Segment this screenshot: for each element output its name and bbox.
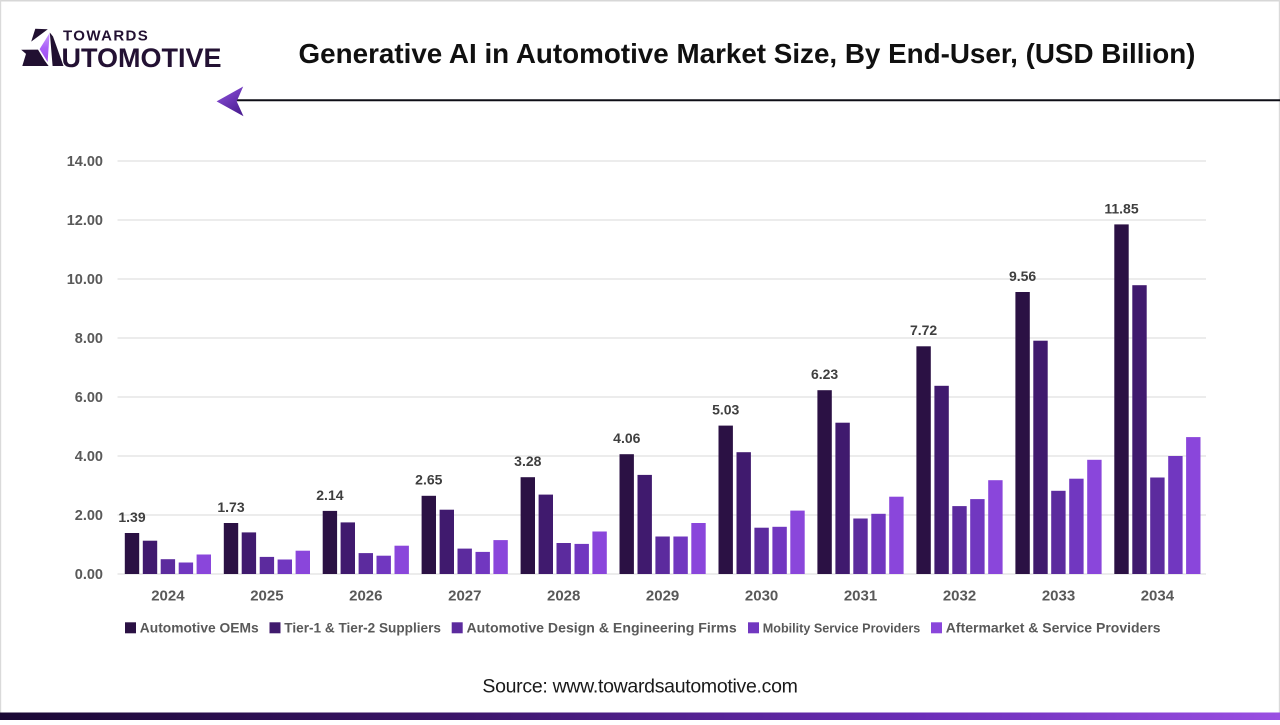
svg-text:Automotive OEMs: Automotive OEMs [140, 620, 259, 635]
svg-text:Mobility Service Providers: Mobility Service Providers [763, 621, 920, 635]
svg-text:2024: 2024 [151, 588, 185, 605]
svg-text:7.72: 7.72 [910, 322, 937, 338]
svg-text:5.03: 5.03 [712, 402, 739, 418]
svg-text:2.14: 2.14 [316, 487, 343, 503]
svg-text:Automotive Design & Engineerin: Automotive Design & Engineering Firms [467, 619, 737, 635]
svg-text:2026: 2026 [349, 588, 382, 605]
svg-text:2.65: 2.65 [415, 472, 442, 488]
svg-text:TOWARDS: TOWARDS [63, 27, 149, 44]
svg-text:2033: 2033 [1042, 588, 1075, 605]
svg-text:10.00: 10.00 [67, 272, 103, 288]
svg-text:4.06: 4.06 [613, 430, 640, 446]
svg-text:0.00: 0.00 [75, 567, 103, 583]
svg-text:12.00: 12.00 [67, 213, 103, 229]
svg-text:2034: 2034 [1141, 588, 1175, 605]
svg-text:2028: 2028 [547, 588, 580, 605]
svg-text:Source: www.towardsautomotive.: Source: www.towardsautomotive.com [482, 676, 797, 698]
svg-text:Aftermarket & Service Provider: Aftermarket & Service Providers [946, 619, 1161, 635]
svg-text:14.00: 14.00 [67, 154, 103, 170]
svg-text:4.00: 4.00 [75, 449, 103, 465]
svg-text:2030: 2030 [745, 588, 778, 605]
svg-text:2025: 2025 [250, 588, 283, 605]
svg-text:1.73: 1.73 [217, 499, 244, 515]
svg-text:2027: 2027 [448, 588, 481, 605]
svg-text:Generative AI in Automotive Ma: Generative AI in Automotive Market Size,… [299, 38, 1196, 69]
svg-text:2.00: 2.00 [75, 508, 103, 524]
svg-text:6.00: 6.00 [75, 390, 103, 406]
svg-text:2031: 2031 [844, 588, 877, 605]
svg-text:1.39: 1.39 [118, 509, 145, 525]
svg-text:9.56: 9.56 [1009, 268, 1036, 284]
svg-text:8.00: 8.00 [75, 331, 103, 347]
svg-text:2029: 2029 [646, 588, 679, 605]
svg-text:Tier-1 & Tier-2 Suppliers: Tier-1 & Tier-2 Suppliers [284, 620, 441, 635]
svg-text:UTOMOTIVE: UTOMOTIVE [62, 43, 222, 73]
svg-text:3.28: 3.28 [514, 453, 541, 469]
svg-text:6.23: 6.23 [811, 366, 838, 382]
svg-text:11.85: 11.85 [1104, 200, 1138, 216]
svg-text:2032: 2032 [943, 588, 976, 605]
